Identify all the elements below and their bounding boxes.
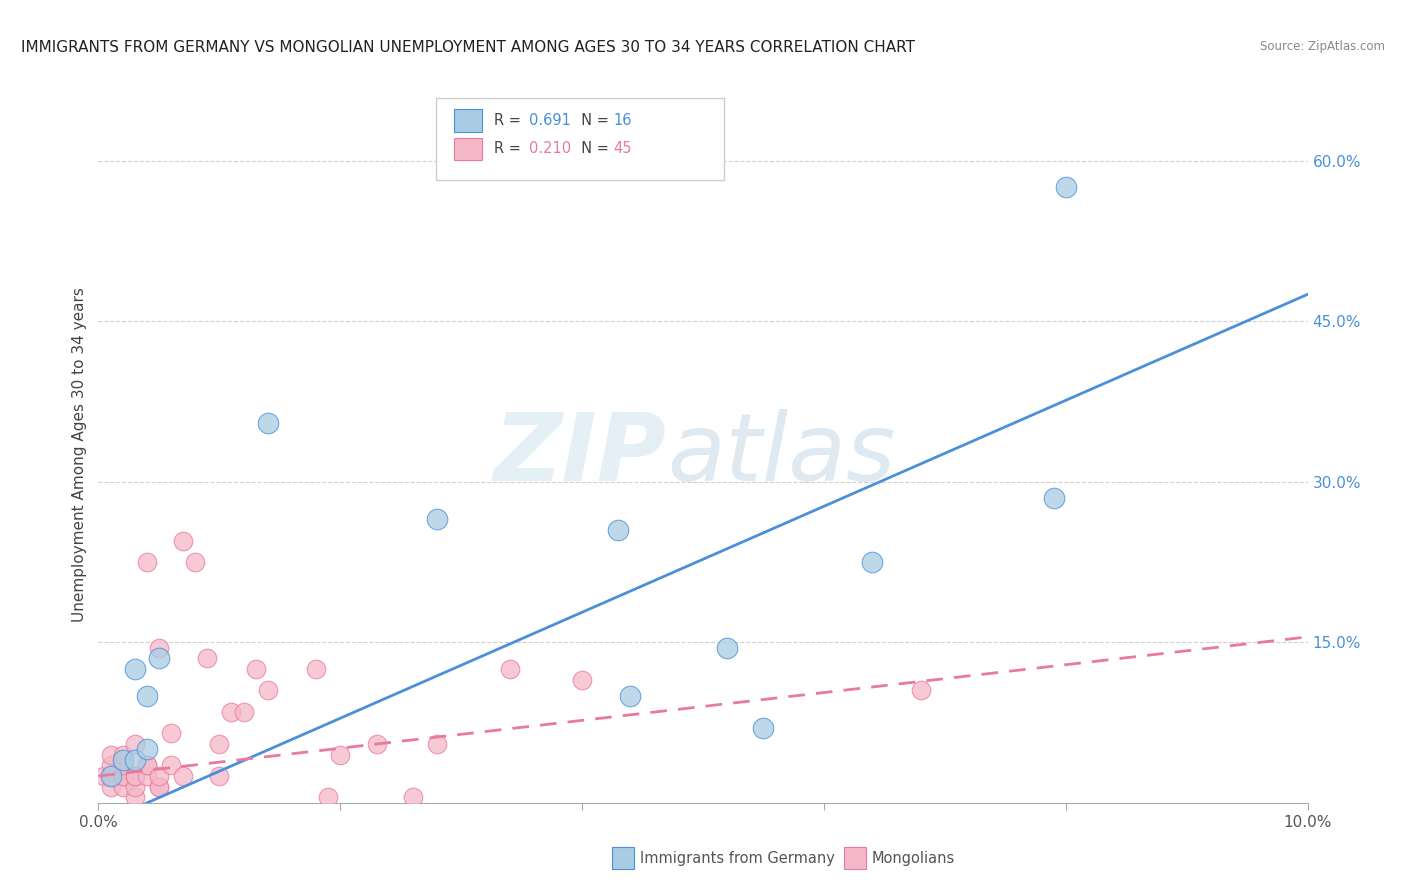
Point	[172, 769, 194, 783]
Point	[426, 512, 449, 526]
Text: 45: 45	[613, 142, 631, 156]
Point	[135, 555, 157, 569]
Text: 0.691: 0.691	[529, 113, 571, 128]
Point	[124, 753, 146, 767]
Point	[256, 683, 278, 698]
Point	[752, 721, 775, 735]
Point	[366, 737, 388, 751]
Point	[124, 737, 146, 751]
Point	[124, 769, 146, 783]
Point	[111, 747, 134, 762]
Text: N =: N =	[572, 142, 614, 156]
Point	[111, 780, 134, 794]
Point	[184, 555, 207, 569]
Point	[135, 758, 157, 772]
Point	[571, 673, 593, 687]
Point	[124, 780, 146, 794]
Text: 16: 16	[613, 113, 631, 128]
Text: 0.210: 0.210	[529, 142, 571, 156]
Point	[426, 737, 449, 751]
Point	[245, 662, 267, 676]
Point	[148, 640, 170, 655]
Text: Immigrants from Germany: Immigrants from Germany	[640, 851, 835, 865]
Point	[100, 769, 122, 783]
Point	[93, 769, 115, 783]
Point	[111, 758, 134, 772]
Point	[619, 689, 641, 703]
Point	[1054, 180, 1077, 194]
Point	[910, 683, 932, 698]
Point	[172, 533, 194, 548]
Point	[607, 523, 630, 537]
Text: Source: ZipAtlas.com: Source: ZipAtlas.com	[1260, 40, 1385, 54]
Text: ZIP: ZIP	[494, 409, 666, 501]
Point	[160, 758, 183, 772]
Text: N =: N =	[572, 113, 614, 128]
Point	[498, 662, 520, 676]
Point	[100, 747, 122, 762]
Text: R =: R =	[494, 142, 524, 156]
Point	[329, 747, 352, 762]
Point	[305, 662, 328, 676]
Point	[195, 651, 218, 665]
Point	[148, 780, 170, 794]
Point	[1042, 491, 1064, 505]
Point	[148, 651, 170, 665]
Point	[135, 769, 157, 783]
Point	[716, 640, 738, 655]
Point	[124, 662, 146, 676]
Point	[135, 742, 157, 756]
Point	[100, 769, 122, 783]
Point	[124, 769, 146, 783]
Point	[148, 769, 170, 783]
Point	[208, 769, 231, 783]
Point	[100, 780, 122, 794]
Text: Mongolians: Mongolians	[872, 851, 955, 865]
Text: R =: R =	[494, 113, 524, 128]
Point	[860, 555, 883, 569]
Point	[316, 790, 339, 805]
Point	[232, 705, 254, 719]
Text: atlas: atlas	[666, 409, 896, 500]
Point	[100, 769, 122, 783]
Point	[256, 416, 278, 430]
Point	[111, 769, 134, 783]
Point	[160, 726, 183, 740]
Point	[111, 753, 134, 767]
Point	[208, 737, 231, 751]
Y-axis label: Unemployment Among Ages 30 to 34 years: Unemployment Among Ages 30 to 34 years	[72, 287, 87, 623]
Point	[135, 689, 157, 703]
Point	[148, 780, 170, 794]
Point	[111, 769, 134, 783]
Point	[221, 705, 243, 719]
Text: IMMIGRANTS FROM GERMANY VS MONGOLIAN UNEMPLOYMENT AMONG AGES 30 TO 34 YEARS CORR: IMMIGRANTS FROM GERMANY VS MONGOLIAN UNE…	[21, 40, 915, 55]
Point	[402, 790, 425, 805]
Point	[124, 790, 146, 805]
Point	[100, 758, 122, 772]
Point	[135, 758, 157, 772]
